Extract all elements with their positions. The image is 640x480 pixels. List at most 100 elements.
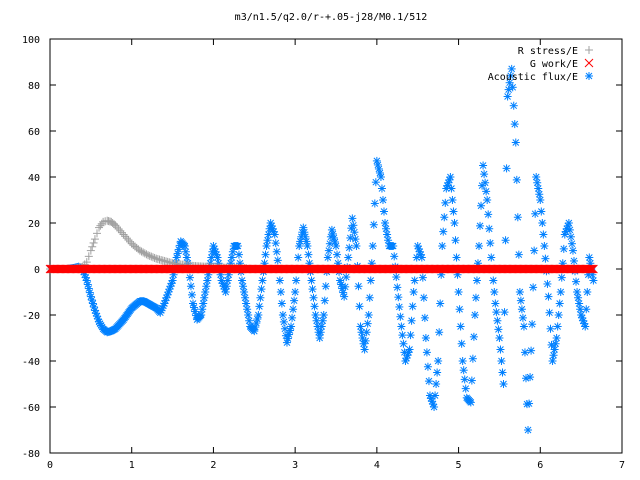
data-point bbox=[383, 230, 392, 239]
data-point bbox=[124, 236, 133, 245]
data-point bbox=[294, 253, 303, 262]
data-point bbox=[421, 334, 430, 342]
data-point bbox=[529, 283, 538, 292]
data-point bbox=[491, 299, 500, 308]
data-point bbox=[263, 236, 272, 245]
data-point bbox=[200, 293, 209, 302]
data-point bbox=[364, 311, 373, 319]
data-point bbox=[150, 253, 159, 262]
data-point bbox=[481, 178, 490, 187]
data-point bbox=[415, 247, 424, 256]
data-point bbox=[371, 178, 380, 187]
data-point bbox=[471, 293, 480, 302]
data-point bbox=[434, 357, 443, 365]
data-point bbox=[533, 178, 542, 187]
data-point bbox=[502, 164, 511, 173]
data-point bbox=[88, 242, 97, 251]
data-point bbox=[272, 247, 281, 256]
data-point bbox=[461, 384, 470, 393]
data-point bbox=[450, 219, 459, 227]
data-point bbox=[575, 299, 584, 308]
axes: 0 1 2 3 4 5 6 7 -80 -60 -40 -20 0 20 40 60 80 100 bbox=[22, 35, 625, 471]
data-point bbox=[456, 322, 465, 331]
data-point bbox=[511, 138, 520, 147]
data-point bbox=[564, 219, 573, 227]
data-point bbox=[536, 196, 545, 204]
data-point bbox=[455, 305, 464, 314]
data-point bbox=[290, 296, 299, 305]
data-point bbox=[316, 328, 325, 337]
data-point bbox=[90, 235, 99, 244]
data-point bbox=[315, 334, 324, 342]
data-point bbox=[258, 276, 267, 285]
data-point bbox=[492, 308, 501, 317]
data-point bbox=[366, 276, 375, 285]
data-point bbox=[223, 276, 232, 285]
data-point bbox=[410, 276, 419, 285]
data-point bbox=[295, 242, 304, 250]
data-point bbox=[447, 184, 456, 193]
data-point bbox=[117, 228, 126, 237]
data-point bbox=[140, 249, 149, 258]
data-point bbox=[355, 302, 364, 311]
data-point bbox=[111, 221, 120, 230]
data-point bbox=[292, 276, 301, 285]
data-point bbox=[114, 224, 123, 233]
data-point bbox=[557, 273, 566, 282]
data-point bbox=[304, 250, 313, 259]
data-point bbox=[321, 282, 330, 291]
data-point bbox=[530, 246, 539, 255]
data-point bbox=[585, 253, 594, 262]
data-point bbox=[202, 282, 211, 291]
data-point bbox=[576, 305, 585, 314]
data-point bbox=[515, 288, 524, 296]
data-point bbox=[160, 299, 169, 308]
data-point bbox=[482, 187, 491, 196]
data-point bbox=[589, 276, 598, 285]
data-point bbox=[458, 357, 467, 365]
data-point bbox=[318, 316, 327, 325]
data-point bbox=[198, 305, 207, 314]
data-point bbox=[351, 235, 360, 244]
data-point bbox=[468, 354, 477, 363]
data-point bbox=[422, 348, 431, 357]
data-point bbox=[311, 311, 320, 319]
data-point bbox=[330, 237, 339, 246]
data-point bbox=[469, 332, 478, 341]
legend-marker bbox=[585, 46, 593, 54]
data-point bbox=[239, 282, 248, 291]
data-point bbox=[537, 207, 546, 216]
data-point bbox=[83, 280, 92, 289]
data-point bbox=[390, 252, 399, 261]
data-point bbox=[541, 254, 550, 263]
data-point bbox=[454, 288, 463, 296]
data-point bbox=[565, 225, 574, 234]
data-point bbox=[361, 336, 370, 345]
data-point bbox=[552, 334, 561, 342]
data-point bbox=[227, 253, 236, 262]
data-point bbox=[503, 92, 512, 101]
data-point bbox=[585, 264, 595, 274]
x-tick-label: 5 bbox=[456, 460, 462, 471]
data-point bbox=[431, 391, 440, 400]
data-point bbox=[543, 279, 552, 288]
data-point bbox=[440, 213, 449, 222]
data-point bbox=[574, 293, 583, 302]
data-point bbox=[238, 276, 247, 285]
data-point bbox=[554, 311, 563, 319]
data-point bbox=[484, 210, 493, 219]
data-point bbox=[187, 290, 196, 299]
data-point bbox=[406, 331, 415, 340]
data-point bbox=[397, 322, 406, 331]
data-point bbox=[545, 308, 554, 317]
data-point bbox=[240, 288, 249, 296]
data-point bbox=[539, 230, 548, 239]
data-point bbox=[180, 242, 189, 250]
data-point bbox=[255, 302, 264, 311]
y-tick-label: -80 bbox=[22, 449, 40, 460]
data-point bbox=[407, 316, 416, 325]
data-point bbox=[567, 239, 576, 248]
data-point bbox=[457, 339, 466, 348]
data-point bbox=[270, 230, 279, 239]
